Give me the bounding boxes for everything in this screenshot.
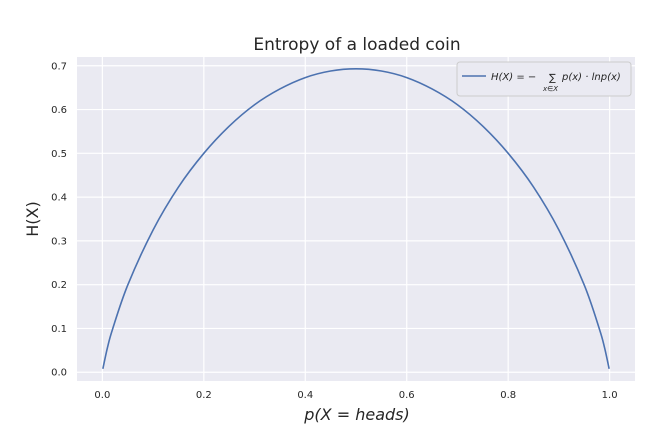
legend-formula-rhs: p(x) · lnp(x)	[561, 72, 621, 83]
y-axis-label: H(X)	[23, 201, 42, 236]
legend: H(X) = − ∑ x∈X p(x) · lnp(x)	[456, 61, 632, 97]
x-tick-labels: 0.0 0.2 0.4 0.6 0.8 1.0	[94, 390, 617, 401]
legend-sum-symbol: ∑	[549, 73, 556, 84]
x-tick-label: 1.0	[602, 390, 618, 401]
y-tick-label: 0.4	[51, 193, 67, 204]
x-tick-label: 0.4	[297, 390, 313, 401]
legend-box	[456, 61, 632, 97]
y-tick-labels: 0.0 0.1 0.2 0.3 0.4 0.5 0.6 0.7	[51, 61, 67, 378]
x-tick-label: 0.0	[94, 390, 110, 401]
x-axis-label: p(X = heads)	[303, 405, 409, 424]
y-tick-label: 0.0	[51, 368, 67, 379]
y-tick-label: 0.5	[51, 149, 67, 160]
x-tick-label: 0.8	[500, 390, 516, 401]
y-tick-label: 0.1	[51, 324, 67, 335]
x-tick-label: 0.6	[399, 390, 415, 401]
y-tick-label: 0.6	[51, 105, 67, 116]
entropy-curve	[102, 68, 610, 369]
chart-title: Entropy of a loaded coin	[253, 35, 460, 55]
y-tick-label: 0.3	[51, 236, 67, 247]
y-tick-label: 0.7	[51, 61, 67, 72]
x-tick-label: 0.2	[196, 390, 212, 401]
legend-formula-lhs: H(X) = −	[491, 72, 536, 83]
legend-sum-subscript: x∈X	[542, 85, 558, 93]
plot-area	[77, 57, 635, 381]
y-tick-label: 0.2	[51, 280, 67, 291]
